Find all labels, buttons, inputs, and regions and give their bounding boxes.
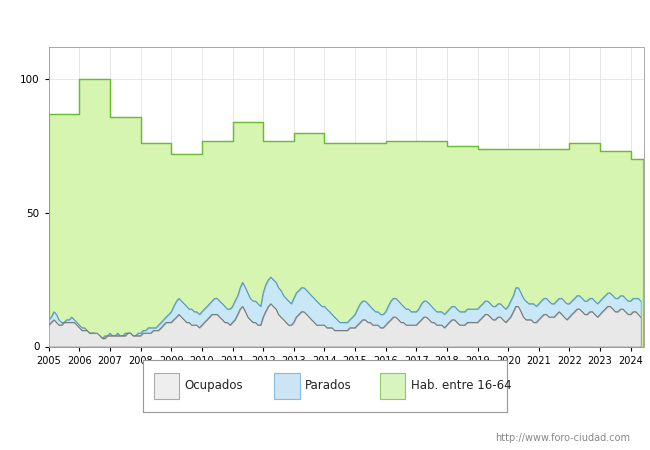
Text: http://www.foro-ciudad.com: http://www.foro-ciudad.com [495, 433, 630, 443]
Text: Benafigos - Evolucion de la poblacion en edad de Trabajar Mayo de 2024: Benafigos - Evolucion de la poblacion en… [76, 17, 574, 31]
Text: Parados: Parados [305, 379, 352, 392]
Bar [274, 373, 300, 399]
Text: Hab. entre 16-64: Hab. entre 16-64 [411, 379, 511, 392]
Text: Ocupados: Ocupados [185, 379, 244, 392]
Bar [154, 373, 179, 399]
Bar [380, 373, 405, 399]
